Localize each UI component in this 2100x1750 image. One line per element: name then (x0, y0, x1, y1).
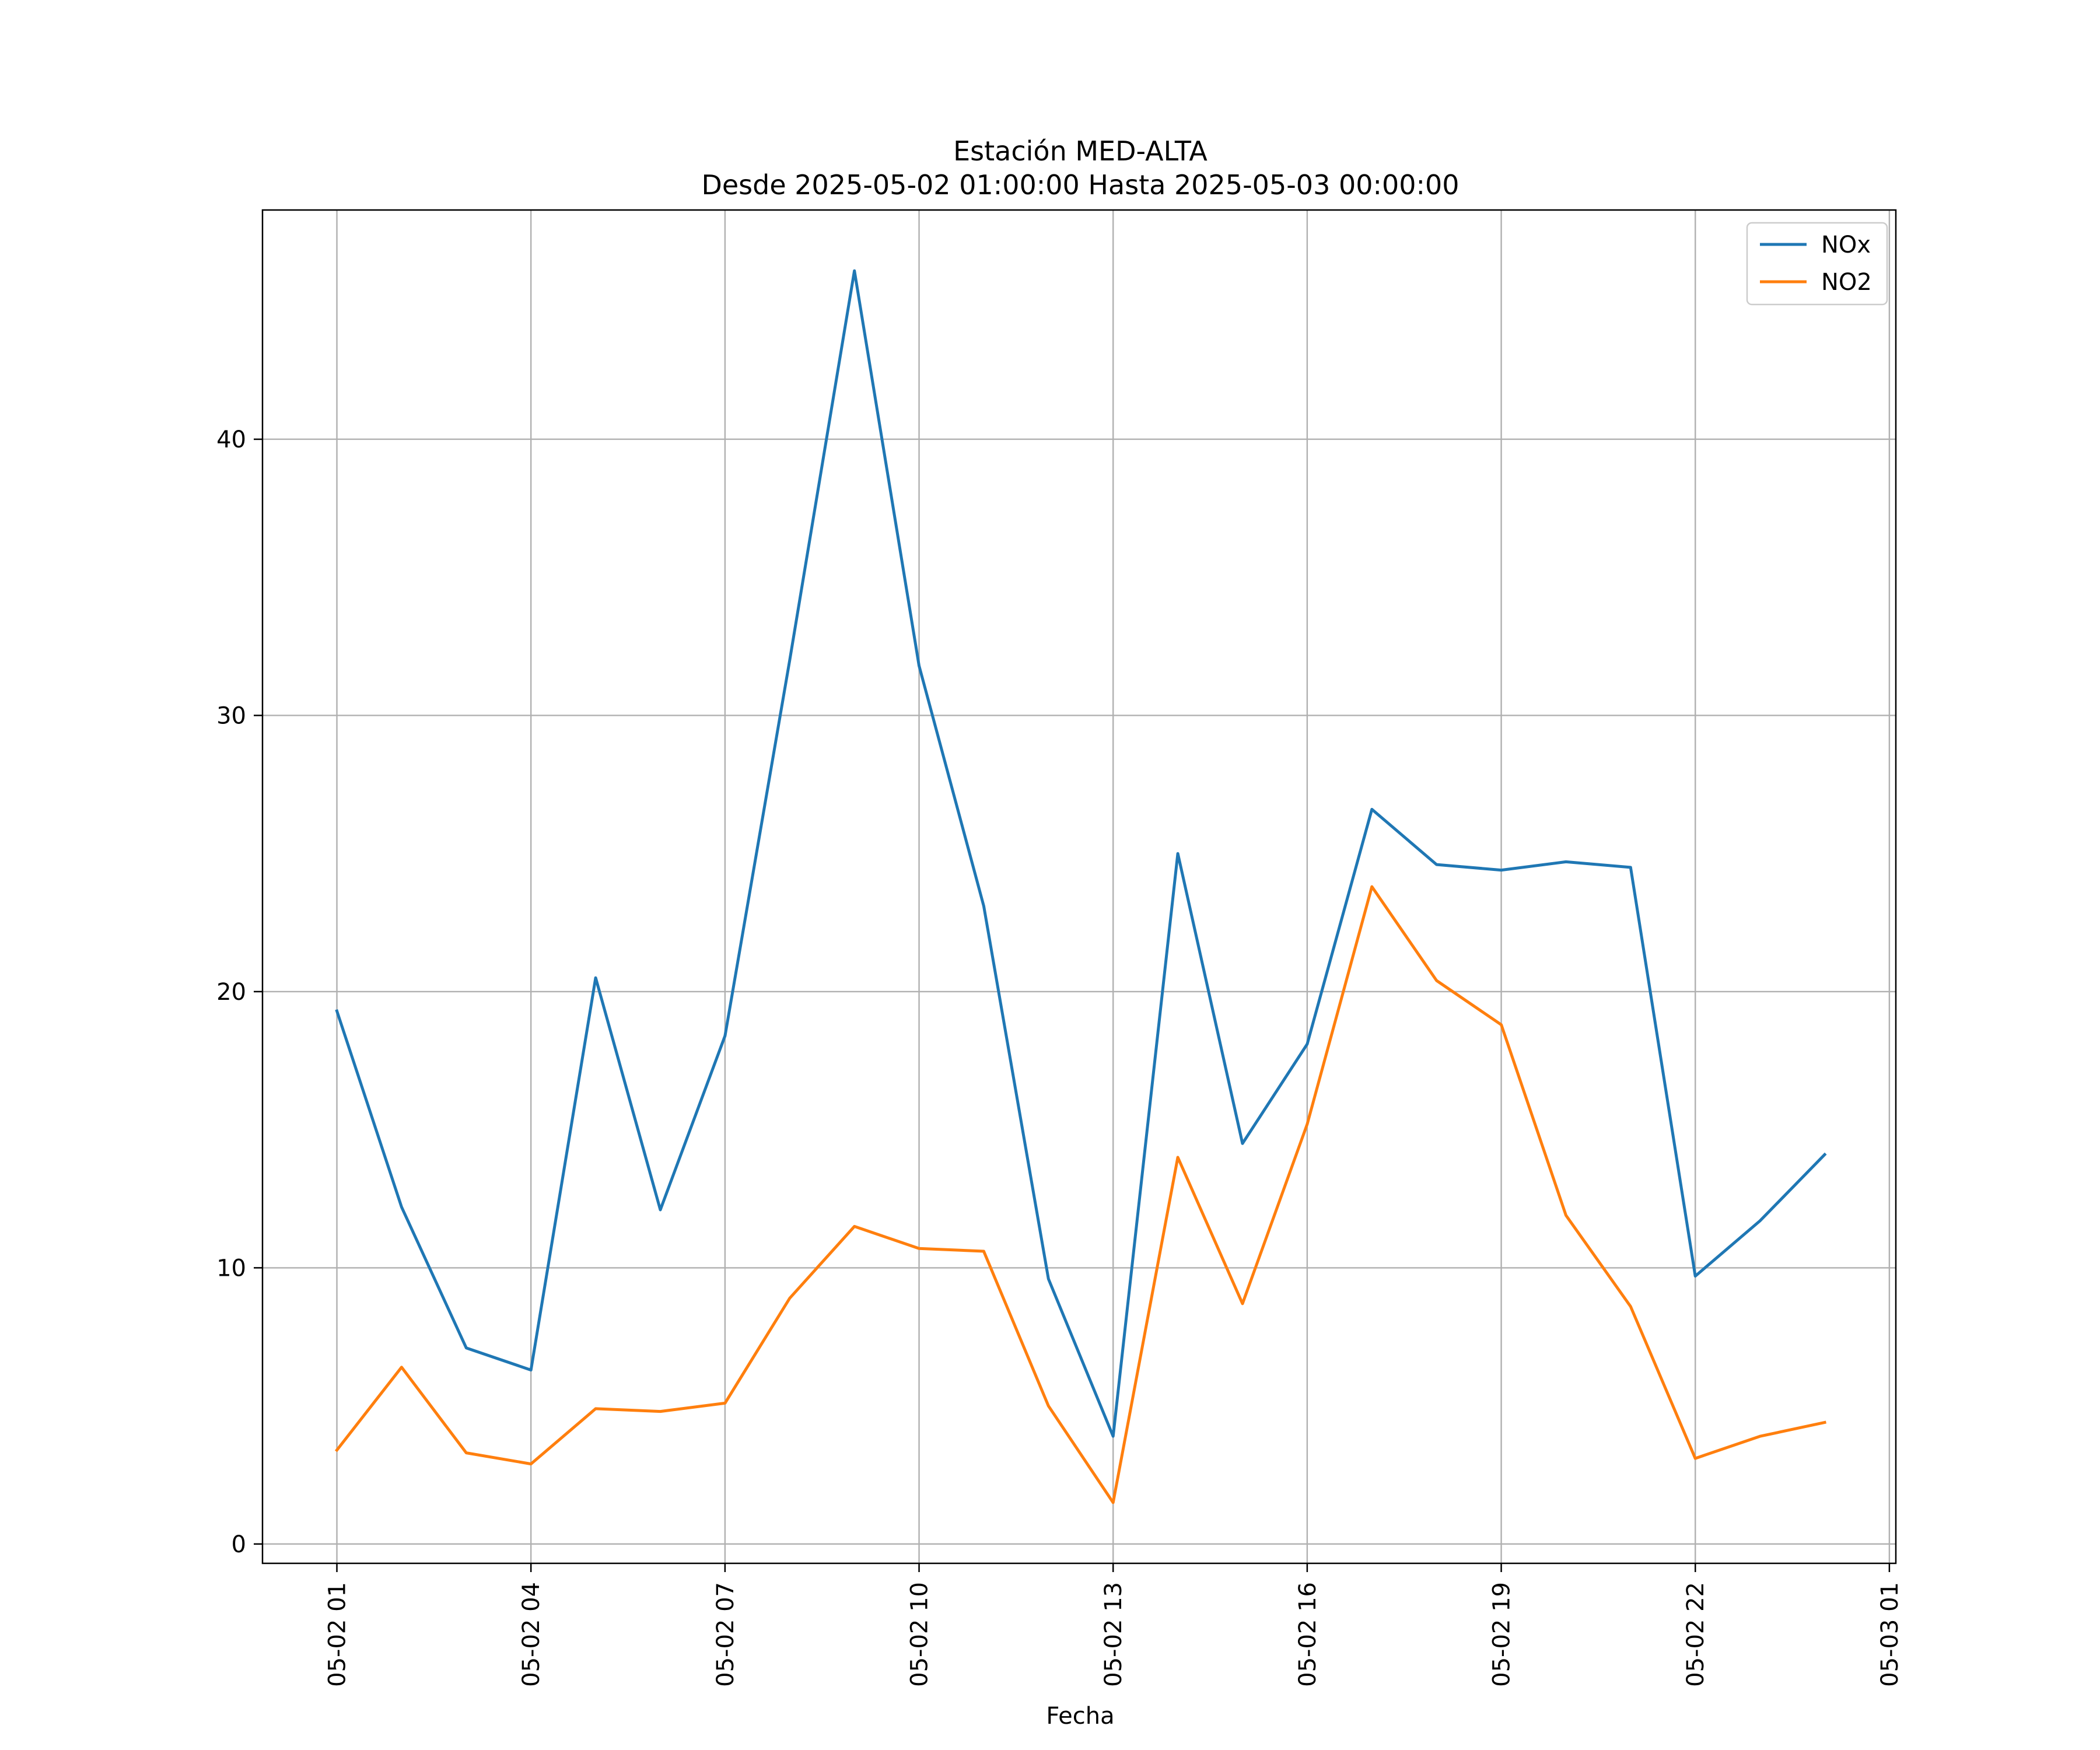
x-tick-label: 05-03 01 (1877, 1582, 1903, 1687)
chart-title: Estación MED-ALTA (953, 135, 1208, 167)
y-tick-label: 30 (216, 702, 246, 729)
series-line-nox (335, 269, 1827, 1438)
x-tick-label: 05-02 04 (518, 1582, 545, 1687)
x-tick-label: 05-02 01 (324, 1582, 351, 1687)
series-line-no2 (334, 885, 1826, 1504)
plot-area: 05-02 01 05-02 04 05-02 07 05-02 10 05-02 13… (216, 209, 1903, 1687)
x-tick-label: 05-02 19 (1489, 1582, 1516, 1687)
x-axis-label: Fecha (1046, 1703, 1114, 1730)
legend-label-no2: NO2 (1821, 269, 1872, 296)
x-tick-label: 05-02 10 (907, 1582, 933, 1687)
y-tick-label: 10 (216, 1255, 246, 1282)
y-tick-label: 20 (216, 979, 246, 1006)
x-tick-label: 05-02 07 (712, 1582, 739, 1687)
x-tick-label: 05-02 13 (1100, 1582, 1127, 1687)
chart-subtitle: Desde 2025-05-02 01:00:00 Hasta 2025-05-… (701, 169, 1459, 201)
x-tick-label: 05-02 16 (1294, 1582, 1321, 1687)
axes-frame (261, 209, 1897, 1564)
y-tick-label: 0 (232, 1531, 246, 1558)
x-tick-label: 05-02 22 (1682, 1582, 1709, 1687)
y-tick-label: 40 (216, 426, 246, 453)
legend-label-nox: NOx (1821, 232, 1871, 258)
